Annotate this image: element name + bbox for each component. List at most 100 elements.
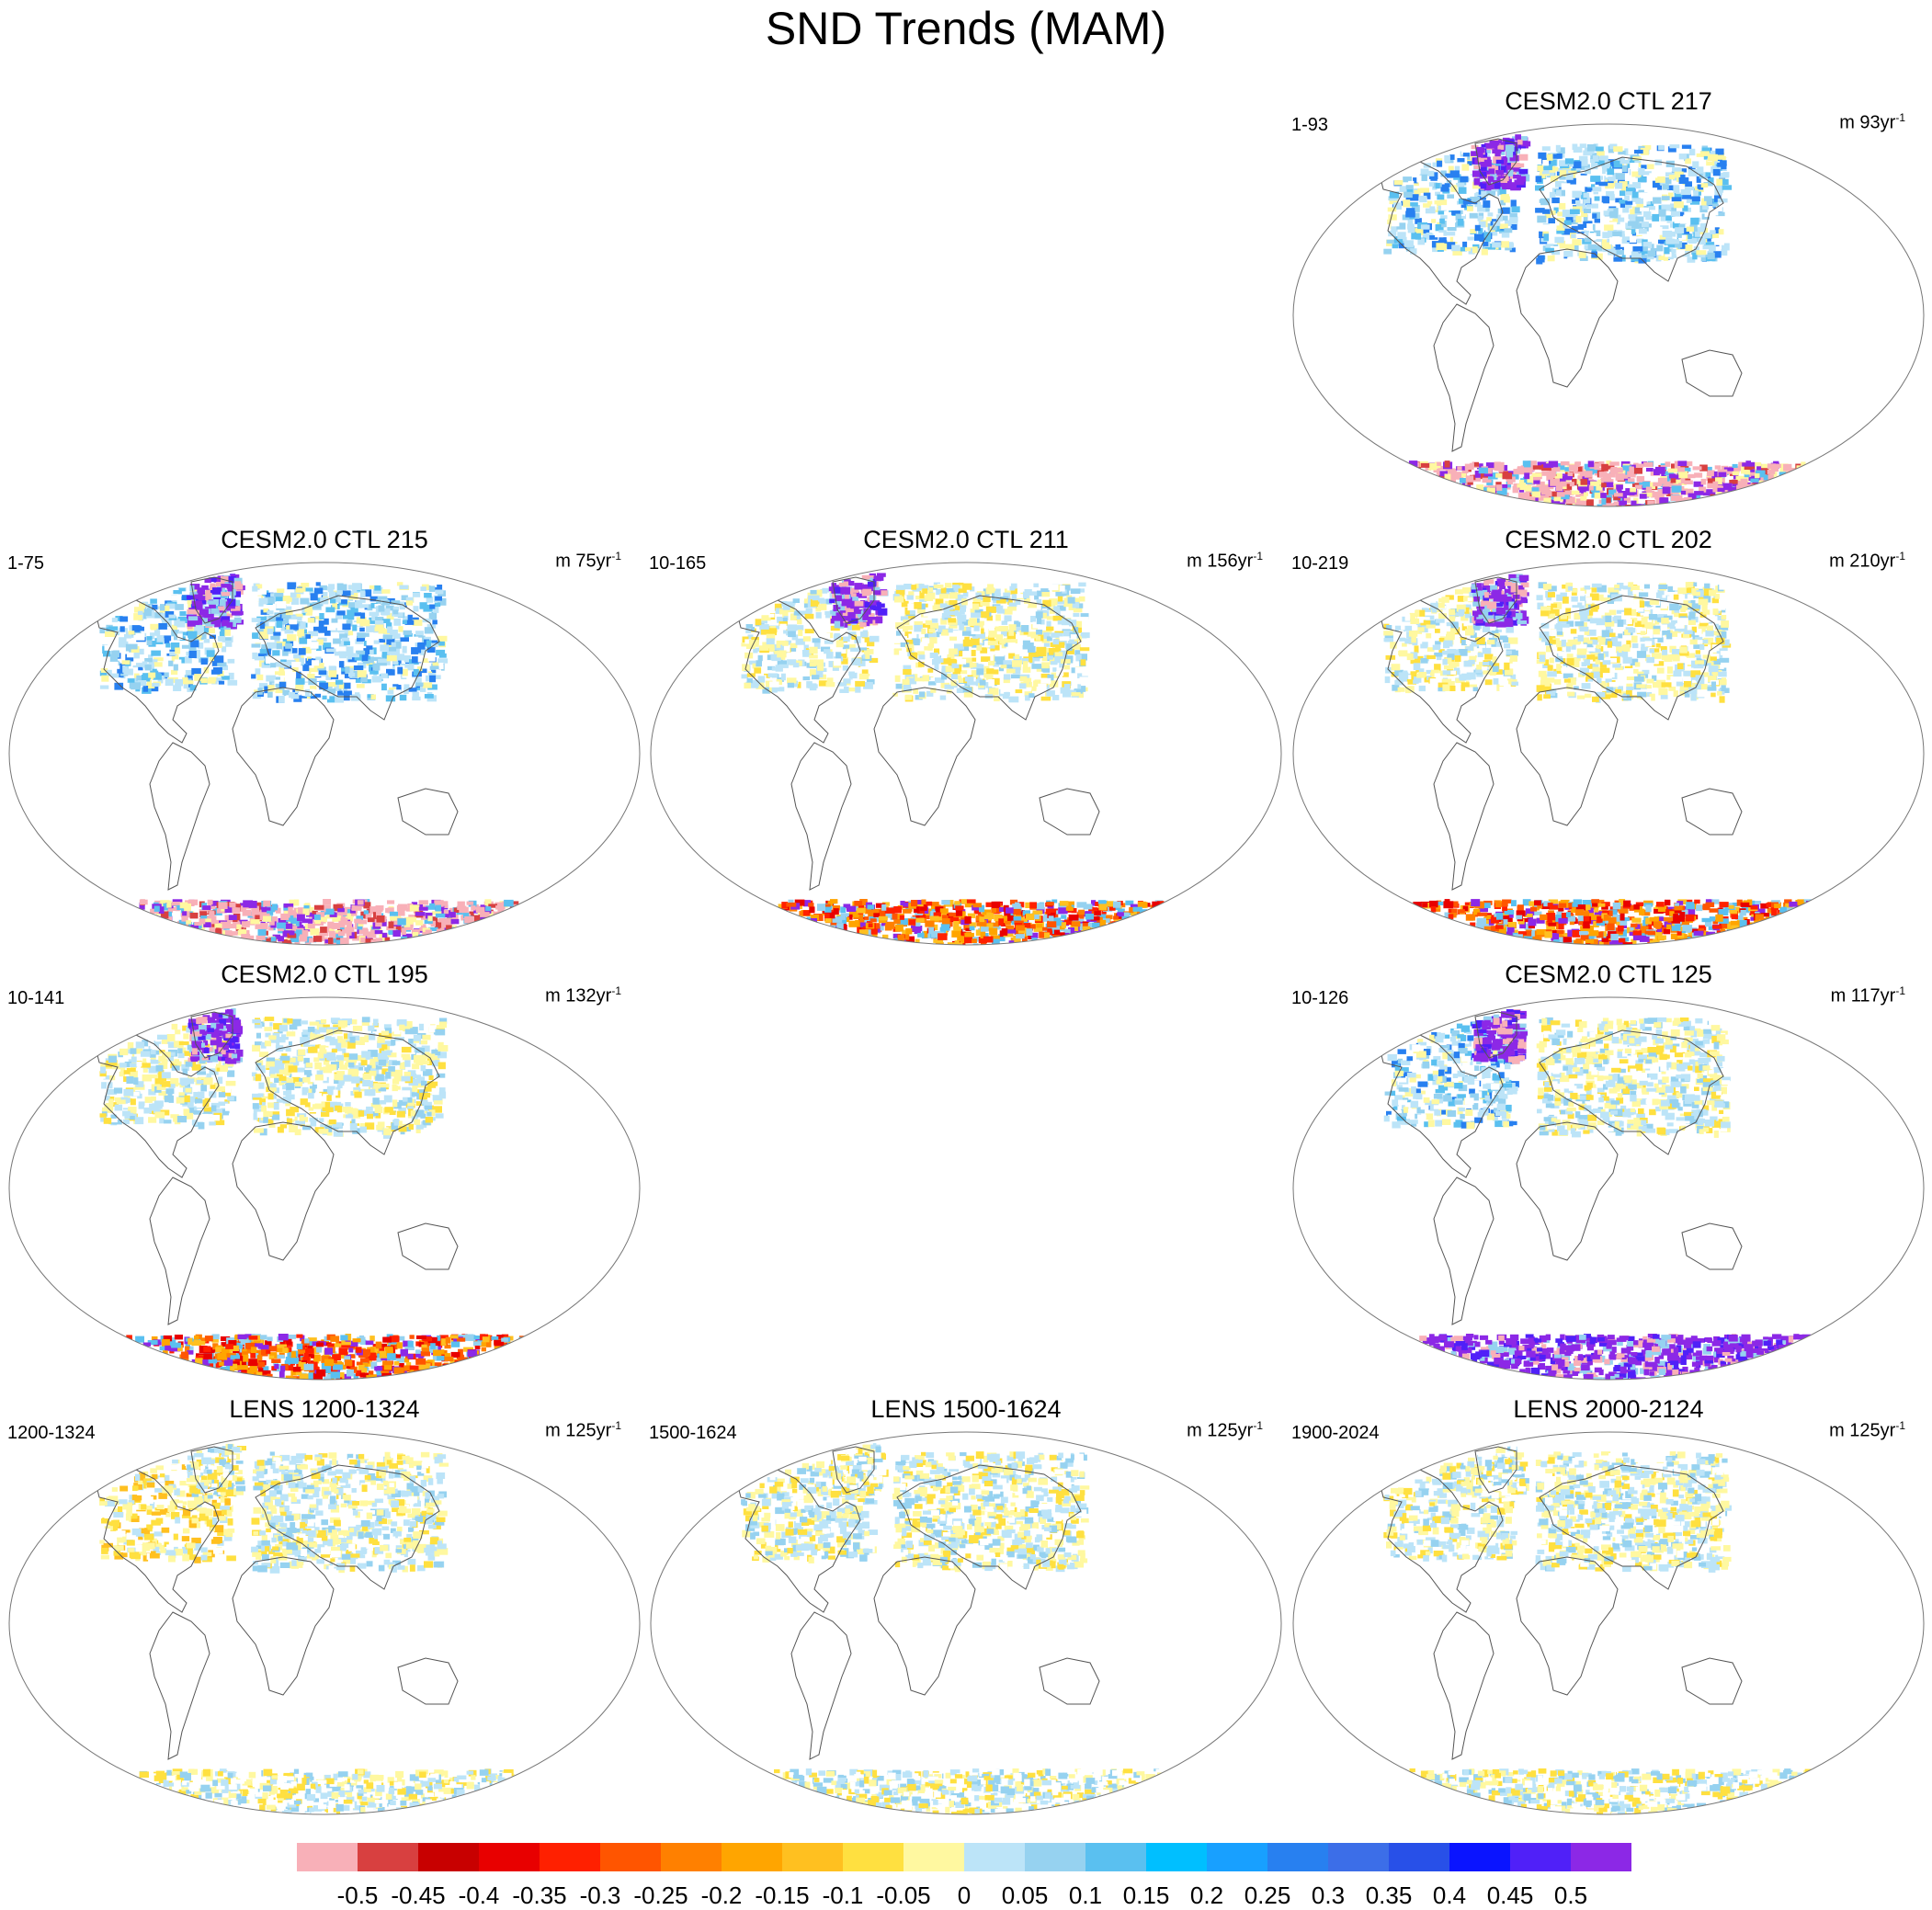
panel-ctl202: CESM2.0 CTL 202 10-219 m 210yr-1: [1291, 526, 1926, 949]
antarctic-field: [778, 899, 1165, 945]
coastlines: [1378, 1446, 1743, 1760]
colorbar-swatch: [600, 1843, 661, 1871]
panel-period: 10-219: [1291, 553, 1349, 574]
world-map: [650, 1431, 1282, 1815]
colorbar-label: -0.25: [633, 1882, 688, 1909]
colorbar-label: -0.3: [579, 1882, 621, 1909]
colorbar-label: -0.35: [512, 1882, 567, 1909]
coastline: [1378, 156, 1504, 305]
world-map: [1292, 1431, 1925, 1815]
panel-rate: m 156yr-1: [1187, 550, 1263, 572]
panel-period: 10-126: [1291, 988, 1349, 1008]
panel-title: LENS 2000-2124: [1513, 1395, 1704, 1423]
greenland-field: [187, 574, 245, 630]
panel-ctl211: CESM2.0 CTL 211 10-165 m 156yr-1: [649, 526, 1283, 949]
coastline: [1433, 303, 1494, 452]
antarctic-field: [1409, 1768, 1813, 1814]
coastlines: [1378, 576, 1743, 891]
coastline: [397, 788, 459, 836]
greenland-field: [1471, 574, 1529, 628]
antarctic-field: [1408, 460, 1806, 506]
colorbar-swatch: [964, 1843, 1025, 1871]
colorbar-swatch: [297, 1843, 358, 1871]
coastlines: [94, 1011, 459, 1325]
panel-title: CESM2.0 CTL 215: [221, 526, 428, 553]
coastline: [232, 1121, 335, 1261]
eurasia-field: [1535, 143, 1733, 265]
colorbar-swatch: [1389, 1843, 1449, 1871]
coastline: [149, 742, 210, 891]
map-layer: [735, 573, 1165, 945]
colorbar-swatch: [843, 1843, 903, 1871]
antarctic-field: [126, 1334, 527, 1380]
map-layer: [94, 1007, 527, 1380]
greenland-field: [1472, 1009, 1529, 1064]
colorbar-swatch: [1328, 1843, 1389, 1871]
panel-rate: m 75yr-1: [555, 550, 621, 572]
colorbar-label: 0.35: [1365, 1882, 1413, 1909]
coastline: [1516, 687, 1619, 826]
map-layer: [1378, 134, 1806, 506]
coastline: [1681, 349, 1743, 397]
coastline: [94, 1464, 220, 1613]
panel-rate: m 93yr-1: [1839, 111, 1905, 133]
panel-title: CESM2.0 CTL 195: [221, 961, 428, 988]
greenland-field: [828, 1442, 889, 1500]
colorbar-swatch: [661, 1843, 722, 1871]
colorbar-label: 0.2: [1189, 1882, 1224, 1909]
colorbar-label: 0.3: [1311, 1882, 1346, 1909]
coastline: [397, 1657, 459, 1705]
colorbar-label: 0.45: [1486, 1882, 1534, 1909]
map-boundary: [1292, 996, 1925, 1381]
panel-period: 1200-1324: [7, 1423, 96, 1443]
coastline: [896, 1464, 1082, 1590]
panel-title: LENS 1500-1624: [870, 1395, 1062, 1423]
panel-ctl125: CESM2.0 CTL 125 10-126 m 117yr-1: [1291, 961, 1926, 1383]
coastline: [255, 595, 440, 721]
colorbar-label: 0: [957, 1882, 972, 1909]
world-map: [8, 996, 641, 1381]
colorbar-label: 0.4: [1432, 1882, 1467, 1909]
coastline: [94, 595, 220, 744]
coastline: [1378, 595, 1504, 744]
colorbar-swatch: [418, 1843, 479, 1871]
coastlines: [735, 1446, 1100, 1760]
eurasia-field: [892, 1451, 1090, 1573]
greenland-field: [828, 573, 889, 629]
panel-title: CESM2.0 CTL 125: [1505, 961, 1712, 988]
coastline: [1539, 156, 1724, 282]
colorbar-label: 0.5: [1553, 1882, 1588, 1909]
eurasia-field: [251, 582, 449, 703]
map-boundary: [8, 1431, 641, 1815]
coastline: [1039, 788, 1100, 836]
map-layer: [1378, 1009, 1812, 1380]
greenland-field: [187, 1007, 244, 1064]
coastlines: [1378, 138, 1743, 452]
panel-lens1900: LENS 2000-2124 1900-2024 m 125yr-1: [1291, 1395, 1926, 1818]
coastline: [735, 1464, 861, 1613]
colorbar-swatch: [782, 1843, 843, 1871]
colorbar-label: -0.5: [336, 1882, 379, 1909]
coastline: [1474, 138, 1517, 186]
coastline: [232, 687, 335, 826]
coastline: [1539, 1029, 1724, 1155]
coastline: [1681, 1657, 1743, 1705]
coastline: [873, 1556, 976, 1696]
panel-period: 1900-2024: [1291, 1423, 1380, 1443]
panel-rate: m 132yr-1: [545, 984, 621, 1006]
eurasia-field: [1536, 582, 1732, 703]
colorbar-swatch: [1085, 1843, 1146, 1871]
antarctic-field: [1419, 1334, 1812, 1380]
panel-rate: m 210yr-1: [1829, 550, 1905, 572]
coastline: [1433, 1611, 1494, 1760]
panel-period: 10-141: [7, 988, 65, 1008]
map-boundary: [1292, 562, 1925, 946]
coastline: [149, 1611, 210, 1760]
coastline: [255, 1464, 440, 1590]
map-layer: [1378, 574, 1813, 945]
panel-title: LENS 1200-1324: [229, 1395, 420, 1423]
coastline: [1378, 1029, 1504, 1178]
coastline: [1039, 1657, 1100, 1705]
coastline: [190, 1446, 233, 1494]
panel-ctl215: CESM2.0 CTL 215 1-75 m 75yr-1: [7, 526, 642, 949]
